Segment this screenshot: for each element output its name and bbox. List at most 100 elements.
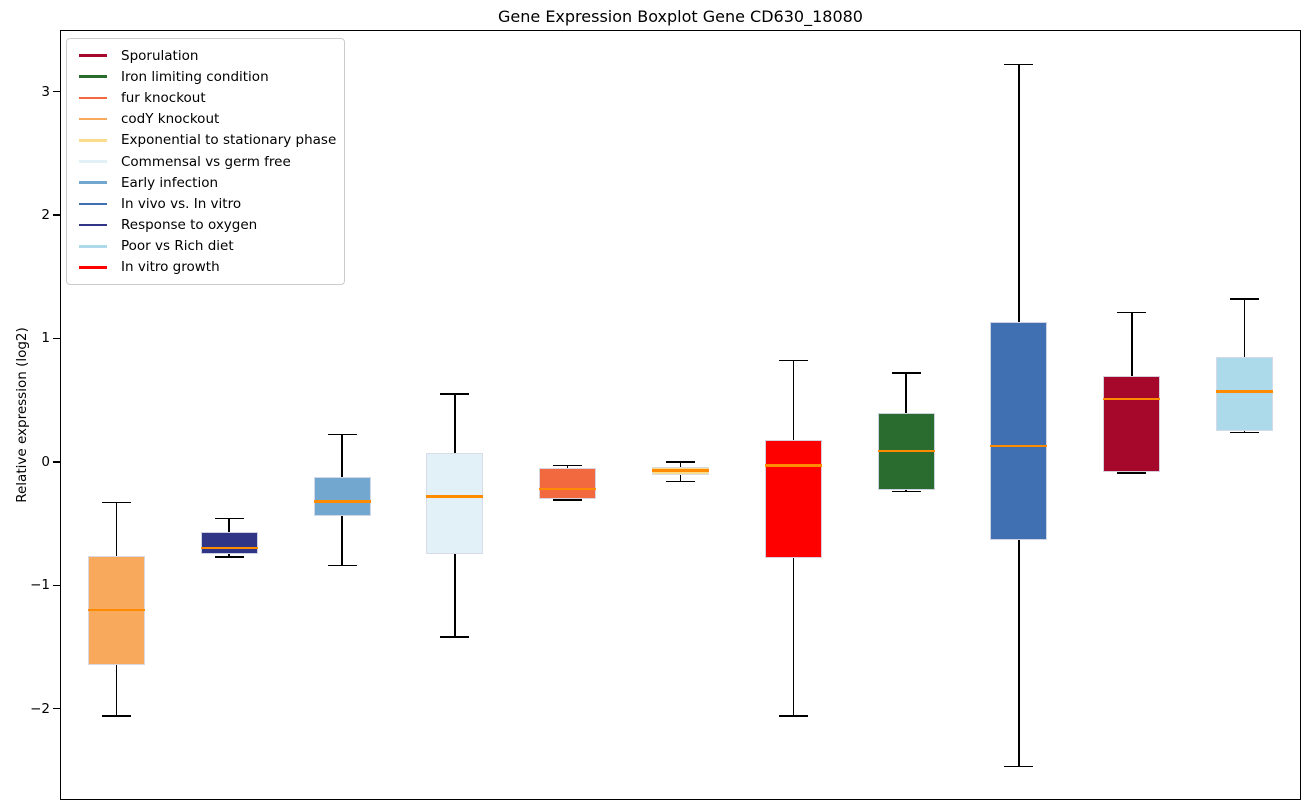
legend-item-commensal-vs-germ-free: Commensal vs germ free: [73, 151, 336, 172]
upper-whisker: [792, 360, 795, 440]
legend-swatch-response-to-oxygen: [79, 223, 107, 227]
legend-swatch-commensal-vs-germ-free: [79, 160, 107, 163]
lower-whisker-cap: [327, 564, 357, 567]
legend-swatch-exponential-to-stationary-phase: [79, 139, 107, 142]
lower-whisker: [1018, 539, 1020, 767]
upper-whisker: [341, 434, 343, 477]
lower-whisker: [115, 665, 118, 717]
median-line: [877, 449, 935, 452]
legend-item-in-vivo-vs-in-vitro: In vivo vs. In vitro: [73, 193, 336, 214]
upper-whisker: [566, 465, 569, 469]
median-line: [313, 500, 371, 503]
lower-whisker-cap: [891, 490, 921, 493]
legend-item-fur-knockout: fur knockout: [73, 87, 336, 108]
legend-swatch-poor-vs-rich-diet: [79, 244, 107, 248]
legend-label-commensal-vs-germ-free: Commensal vs germ free: [121, 153, 291, 170]
median-line: [652, 469, 709, 472]
legend-swatch-in-vivo-vs-in-vitro: [79, 202, 107, 206]
lower-whisker-cap: [778, 715, 808, 717]
y-tick-label: 3: [41, 83, 50, 100]
legend-swatch-cody-knockout: [79, 117, 107, 121]
legend-label-poor-vs-rich-diet: Poor vs Rich diet: [121, 238, 234, 255]
upper-whisker: [1131, 312, 1133, 376]
lower-whisker: [341, 516, 343, 566]
legend-item-poor-vs-rich-diet: Poor vs Rich diet: [73, 236, 336, 257]
lower-whisker-cap: [1117, 472, 1147, 474]
lower-whisker-cap: [101, 715, 131, 717]
lower-whisker-cap: [440, 636, 470, 638]
median-line: [1216, 390, 1274, 393]
legend-label-in-vitro-growth: In vitro growth: [121, 259, 220, 276]
y-tick-label: 1: [41, 330, 50, 347]
legend-label-cody-knockout: codY knockout: [121, 111, 220, 128]
box-fur-knockout: [539, 468, 597, 499]
legend-swatch-fur-knockout: [79, 96, 107, 100]
y-tick-mark: [53, 708, 60, 710]
upper-whisker: [679, 461, 682, 467]
lower-whisker: [679, 475, 682, 482]
legend-label-in-vivo-vs-in-vitro: In vivo vs. In vitro: [121, 195, 242, 212]
chart-title: Gene Expression Boxplot Gene CD630_18080: [498, 7, 863, 26]
legend-item-in-vitro-growth: In vitro growth: [73, 257, 336, 278]
legend: Sporulation Iron limiting condition fur kn…: [66, 38, 345, 286]
y-tick-label: −1: [30, 577, 50, 594]
y-tick-label: −2: [30, 700, 50, 717]
box-sporulation: [1103, 375, 1161, 472]
y-tick-mark: [53, 461, 60, 463]
y-tick-mark: [53, 584, 60, 586]
upper-whisker-cap: [778, 359, 808, 362]
lower-whisker-cap: [1004, 765, 1034, 768]
box-early-infection: [313, 476, 371, 517]
plot-area: [60, 30, 1301, 800]
legend-swatch-iron-limiting-condition: [79, 75, 107, 79]
legend-swatch-early-infection: [79, 181, 107, 185]
median-line: [1103, 397, 1161, 401]
y-axis-label: Relative expression (log2): [14, 327, 30, 503]
lower-whisker-cap: [553, 499, 583, 501]
legend-label-response-to-oxygen: Response to oxygen: [121, 217, 258, 234]
median-line: [764, 464, 822, 467]
upper-whisker: [905, 373, 907, 413]
y-tick-mark: [53, 214, 60, 216]
upper-whisker-cap: [440, 393, 470, 395]
legend-swatch-in-vitro-growth: [79, 266, 107, 269]
upper-whisker: [1243, 299, 1246, 357]
upper-whisker-cap: [101, 501, 131, 504]
box-poor-vs-rich-diet: [1216, 357, 1274, 432]
y-tick-mark: [53, 91, 60, 93]
median-line: [426, 495, 484, 498]
upper-whisker-cap: [1117, 311, 1147, 314]
upper-whisker-cap: [666, 461, 695, 463]
upper-whisker: [228, 518, 230, 533]
legend-label-fur-knockout: fur knockout: [121, 89, 206, 106]
upper-whisker-cap: [1230, 298, 1260, 300]
legend-label-exponential-to-stationary-phase: Exponential to stationary phase: [121, 132, 337, 149]
upper-whisker-cap: [214, 517, 244, 520]
upper-whisker-cap: [891, 372, 921, 374]
upper-whisker-cap: [327, 433, 357, 436]
legend-swatch-sporulation: [79, 54, 107, 57]
legend-label-sporulation: Sporulation: [121, 47, 199, 64]
upper-whisker: [454, 394, 456, 454]
y-tick-label: 2: [41, 207, 50, 224]
upper-whisker: [1018, 64, 1020, 323]
y-tick-mark: [53, 337, 60, 340]
legend-item-iron-limiting-condition: Iron limiting condition: [73, 66, 336, 87]
lower-whisker: [792, 558, 795, 717]
median-line: [539, 487, 597, 491]
lower-whisker-cap: [214, 556, 244, 558]
legend-label-iron-limiting-condition: Iron limiting condition: [121, 68, 269, 85]
lower-whisker: [454, 554, 456, 638]
legend-item-sporulation: Sporulation: [73, 45, 336, 66]
upper-whisker-cap: [1004, 63, 1034, 66]
median-line: [87, 608, 145, 612]
legend-label-early-infection: Early infection: [121, 174, 219, 191]
legend-item-cody-knockout: codY knockout: [73, 109, 336, 130]
upper-whisker-cap: [553, 464, 583, 467]
box-commensal-vs-germ-free: [426, 453, 484, 555]
box-in-vivo-vs-in-vitro: [990, 322, 1048, 540]
lower-whisker-cap: [666, 480, 695, 483]
box-in-vitro-growth: [764, 439, 822, 559]
legend-item-early-infection: Early infection: [73, 172, 336, 193]
median-line: [200, 547, 258, 550]
